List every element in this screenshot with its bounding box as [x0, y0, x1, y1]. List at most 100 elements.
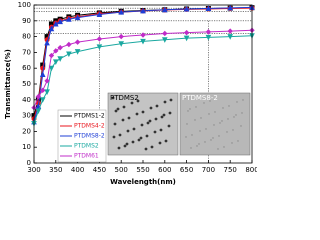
inset-texture	[122, 105, 126, 109]
legend-label: PTDMS2	[74, 143, 99, 150]
inset-texture	[112, 135, 116, 139]
point	[118, 41, 125, 47]
inset-texture	[155, 104, 159, 108]
inset-texture	[136, 99, 140, 103]
inset-texture	[125, 142, 129, 146]
x-tick-label: 600	[158, 166, 171, 174]
point	[52, 20, 59, 27]
inset-texture	[209, 100, 211, 102]
inset-texture	[236, 101, 238, 103]
point	[66, 41, 72, 48]
point	[52, 59, 59, 65]
inset-texture	[204, 141, 206, 143]
inset-texture	[148, 119, 152, 123]
inset-texture	[223, 146, 225, 148]
inset-texture	[198, 143, 200, 145]
inset-texture	[212, 137, 214, 139]
point	[140, 32, 146, 38]
point	[66, 16, 72, 22]
inset-texture	[158, 141, 162, 145]
inset-texture	[144, 147, 148, 151]
inset-texture	[153, 130, 157, 134]
point	[66, 51, 72, 58]
inset-texture	[126, 129, 130, 133]
inset-texture	[185, 136, 187, 138]
inset-texture	[139, 136, 143, 140]
x-tick-label: 450	[93, 166, 106, 174]
point	[53, 48, 59, 54]
y-tick-label: 10	[22, 143, 31, 151]
inset-texture	[233, 116, 235, 118]
point	[44, 78, 50, 84]
legend-label: PTDM61	[74, 153, 99, 160]
inset-texture	[146, 121, 150, 125]
point	[162, 30, 168, 37]
inset-texture	[127, 116, 131, 120]
x-tick-label: 650	[180, 166, 193, 174]
inset-texture	[114, 109, 118, 113]
y-tick-label: 40	[22, 96, 31, 104]
inset-texture	[162, 113, 166, 117]
inset-texture	[226, 131, 228, 133]
inset-texture	[116, 107, 120, 111]
point	[44, 39, 50, 46]
point	[227, 4, 234, 11]
inset-texture	[235, 114, 237, 116]
y-axis-title: Transmittance(%)	[4, 49, 12, 119]
x-tick-label: 350	[49, 166, 62, 174]
inset-texture	[218, 135, 220, 137]
inset-texture	[219, 122, 221, 124]
inset-texture	[154, 117, 158, 121]
x-tick-label: 700	[202, 166, 215, 174]
x-tick-label: 800	[245, 166, 257, 174]
point	[227, 34, 234, 40]
inset-texture	[132, 127, 136, 131]
y-tick-label: 90	[22, 17, 31, 25]
point	[227, 28, 233, 34]
x-axis-title: Wavelength(nm)	[110, 178, 176, 186]
y-tick-label: 60	[22, 64, 31, 72]
inset-texture	[242, 99, 244, 101]
inset-texture	[117, 146, 121, 150]
point	[96, 11, 103, 17]
plot-frame	[33, 4, 253, 164]
inset-texture	[150, 145, 154, 149]
y-tick-label: 50	[22, 80, 31, 88]
point	[118, 8, 125, 15]
inset-texture	[160, 115, 164, 119]
point	[161, 37, 168, 43]
inset-texture	[184, 97, 186, 99]
point	[96, 36, 103, 42]
inset-texture	[187, 110, 189, 112]
inset-texture	[228, 105, 230, 107]
point	[205, 5, 212, 11]
point	[183, 35, 190, 42]
point	[48, 52, 55, 59]
y-tick-label: 70	[22, 48, 31, 56]
inset-texture	[221, 120, 223, 122]
point	[74, 39, 81, 45]
inset-texture	[130, 101, 134, 105]
inset-texture	[210, 139, 212, 141]
inset-texture	[217, 148, 219, 150]
inset-texture	[213, 124, 215, 126]
inset-texture	[222, 107, 224, 109]
y-tick-label: 100	[18, 1, 31, 9]
inset-texture	[191, 134, 193, 136]
inset-texture	[237, 140, 239, 142]
inset-texture	[149, 106, 153, 110]
chart: Wavelength(nm) Transmittance(%) 300 350 40…	[4, 1, 257, 186]
inset-texture	[159, 128, 163, 132]
y-tick-label: 80	[22, 33, 31, 41]
point	[57, 56, 63, 62]
point	[74, 14, 81, 21]
inset-texture	[214, 111, 216, 113]
inset-texture	[137, 138, 141, 142]
point	[118, 33, 124, 40]
inset-texture	[111, 96, 115, 100]
point	[48, 25, 55, 32]
inset-texture	[240, 125, 242, 127]
point	[96, 44, 103, 50]
inset-texture	[203, 102, 205, 104]
legend-label: PTDMS4-2	[74, 123, 105, 130]
